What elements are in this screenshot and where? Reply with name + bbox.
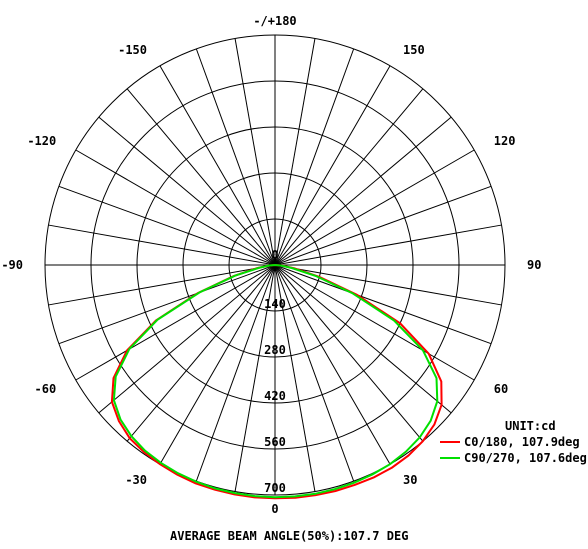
- radial-label-center: 0: [271, 248, 278, 262]
- angle-label: 90: [527, 258, 541, 272]
- polar-chart-container: { "chart": { "type": "polar", "width": 5…: [0, 0, 588, 549]
- angle-label-bottom: 0: [271, 502, 278, 516]
- angle-label: 30: [403, 473, 417, 487]
- radial-label: 700: [264, 481, 286, 495]
- angle-label: 150: [403, 43, 425, 57]
- legend-label: C0/180, 107.9deg: [464, 435, 580, 449]
- angle-label: -30: [125, 473, 147, 487]
- legend-label: C90/270, 107.6deg: [464, 451, 587, 465]
- angle-label: -90: [1, 258, 23, 272]
- angle-label: -120: [27, 134, 56, 148]
- polar-chart: -/+180 0 -150 -120 -90 -60 -30 150 120 90 60 30 0 140…: [0, 0, 588, 549]
- angle-label-top: -/+180: [253, 14, 296, 28]
- footer-text: AVERAGE BEAM ANGLE(50%):107.7 DEG: [170, 529, 408, 543]
- radial-label: 140: [264, 297, 286, 311]
- radial-label: 560: [264, 435, 286, 449]
- angle-label: -150: [118, 43, 147, 57]
- angle-label: 120: [494, 134, 516, 148]
- radial-label: 420: [264, 389, 286, 403]
- angle-label: 60: [494, 382, 508, 396]
- radial-label: 280: [264, 343, 286, 357]
- unit-label: UNIT:cd: [505, 419, 556, 433]
- angle-label: -60: [35, 382, 57, 396]
